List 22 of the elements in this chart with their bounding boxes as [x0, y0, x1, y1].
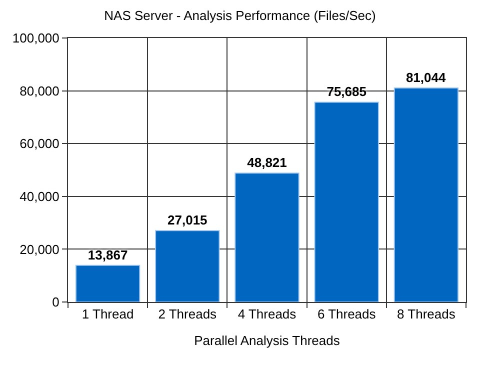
bar — [394, 88, 459, 302]
bar — [75, 264, 140, 302]
bar — [314, 102, 379, 302]
x-tick-label: 2 Threads — [158, 306, 218, 322]
x-tick-label: 8 Threads — [397, 306, 456, 322]
x-tick-label: 1 Thread — [82, 306, 134, 322]
bar — [234, 172, 300, 302]
y-tick-label: 60,000 — [20, 136, 60, 152]
y-tick-label: 80,000 — [20, 83, 60, 98]
x-axis-title: Parallel Analysis Threads — [194, 333, 340, 348]
data-label: 27,015 — [168, 212, 208, 228]
x-tick-label: 6 Threads — [317, 306, 376, 322]
y-tick-label: 100,000 — [12, 30, 60, 46]
data-label: 81,044 — [406, 70, 446, 86]
data-label: 13,867 — [88, 247, 128, 262]
chart-title: NAS Server - Analysis Performance (Files/Sec) — [104, 8, 376, 24]
y-tick-label: 40,000 — [20, 188, 60, 204]
y-tick-label: 0 — [52, 294, 60, 310]
y-tick-label: 20,000 — [20, 242, 60, 257]
data-label: 48,821 — [247, 155, 287, 170]
x-tick-label: 4 Threads — [238, 306, 297, 322]
bar — [155, 230, 220, 302]
